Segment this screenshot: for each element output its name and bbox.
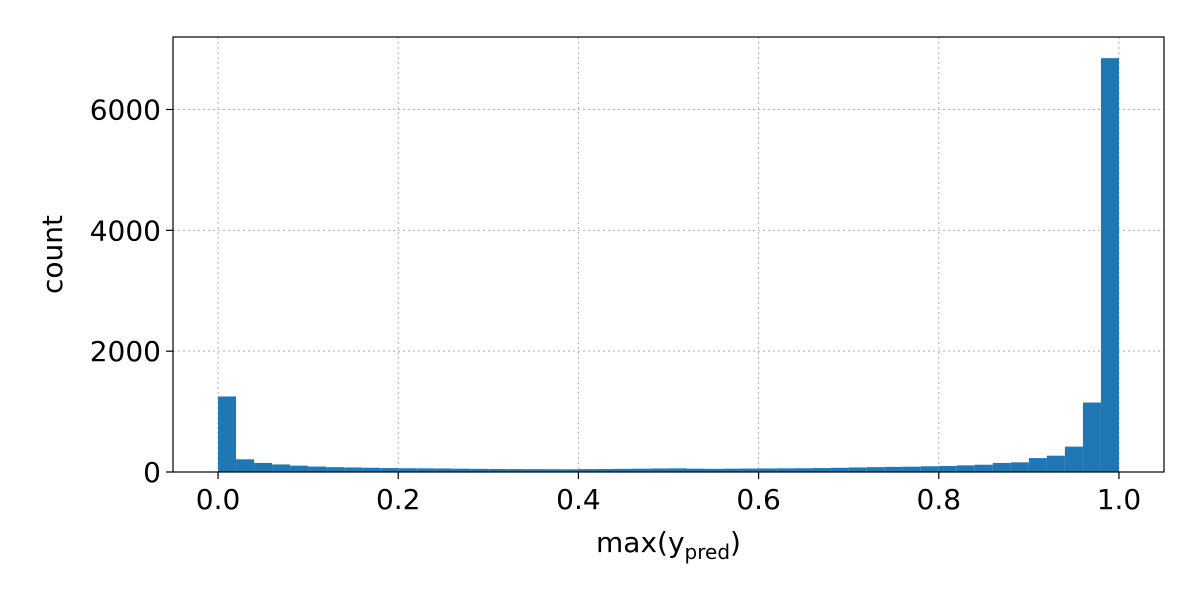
plot-frame xyxy=(172,36,1165,473)
histogram-bar xyxy=(560,469,579,472)
histogram-bar xyxy=(524,469,543,472)
x-tick-label: 0.8 xyxy=(917,483,962,516)
histogram-bar xyxy=(398,468,417,472)
histogram-bar xyxy=(992,462,1011,472)
histogram-bar xyxy=(542,469,561,472)
histogram-bar xyxy=(1064,446,1083,472)
histogram-bar xyxy=(704,468,723,472)
histogram-bar xyxy=(956,465,975,472)
y-tick-label: 4000 xyxy=(90,214,161,247)
histogram-bar xyxy=(362,467,381,472)
y-axis-ticks: 0 2000 4000 6000 xyxy=(90,94,173,489)
x-tick-label: 0.6 xyxy=(736,483,781,516)
histogram-bar xyxy=(1010,462,1029,472)
histogram-bar xyxy=(776,468,795,472)
histogram-bar xyxy=(272,464,291,472)
histogram-bar xyxy=(1028,458,1047,472)
histogram-bar xyxy=(290,465,309,472)
histogram-bar xyxy=(920,466,939,472)
histogram-bar xyxy=(830,467,849,472)
histogram-bar xyxy=(902,466,921,472)
histogram-bar xyxy=(596,468,615,472)
histogram-bar xyxy=(380,468,399,472)
histogram-bar xyxy=(1046,455,1065,472)
histogram-bar xyxy=(470,468,489,472)
histogram-bar xyxy=(614,468,633,472)
histogram-bars xyxy=(218,58,1119,472)
histogram-bar xyxy=(218,396,237,472)
histogram-bar xyxy=(740,468,759,472)
histogram-bar xyxy=(848,467,867,472)
y-tick-label: 6000 xyxy=(90,94,161,127)
y-axis-label: count xyxy=(36,215,69,294)
histogram-bar xyxy=(938,465,957,472)
histogram-bar xyxy=(326,467,345,472)
y-tick-label: 2000 xyxy=(90,335,161,368)
histogram-bar xyxy=(488,468,507,472)
histogram-bar xyxy=(1082,402,1101,472)
histogram-bar xyxy=(344,467,363,472)
histogram-bar xyxy=(974,464,993,472)
histogram-bar xyxy=(812,468,831,472)
histogram-bar xyxy=(578,469,597,472)
histogram-bar xyxy=(632,468,651,472)
histogram-bar xyxy=(236,459,255,472)
x-tick-label: 0.4 xyxy=(556,483,601,516)
histogram-bar xyxy=(758,468,777,472)
histogram-bar xyxy=(722,468,741,472)
y-tick-label: 0 xyxy=(143,456,161,489)
histogram-bar xyxy=(866,467,885,472)
histogram-bar xyxy=(254,462,273,472)
histogram-bar xyxy=(434,468,453,472)
x-axis-label: max(ypred) xyxy=(596,526,741,564)
x-tick-label: 0.2 xyxy=(376,483,421,516)
x-tick-label: 1.0 xyxy=(1097,483,1142,516)
histogram-bar xyxy=(452,468,471,472)
histogram-bar xyxy=(416,468,435,472)
histogram-bar xyxy=(668,468,687,472)
histogram-bar xyxy=(794,468,813,472)
histogram-bar xyxy=(884,466,903,472)
histogram-bar xyxy=(308,466,327,472)
histogram-bar xyxy=(1100,58,1119,472)
histogram-bar xyxy=(686,468,705,472)
x-tick-label: 0.0 xyxy=(196,483,241,516)
histogram-bar xyxy=(506,469,525,472)
histogram-bar xyxy=(650,468,669,472)
grid-lines xyxy=(173,37,1164,473)
x-axis-ticks: 0.0 0.2 0.4 0.6 0.8 1.0 xyxy=(196,472,1141,516)
